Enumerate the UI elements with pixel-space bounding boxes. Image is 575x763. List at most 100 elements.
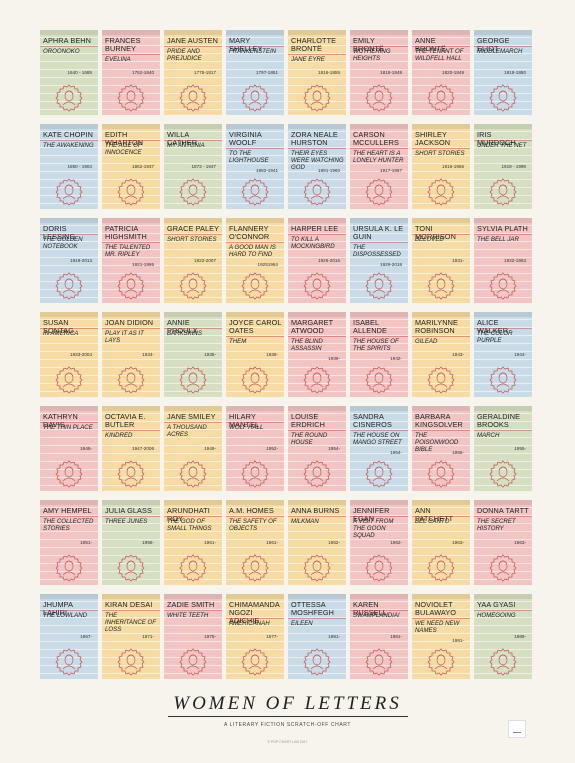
scratch-off-portrait-icon[interactable] [426, 648, 456, 676]
scratch-off-portrait-icon[interactable] [116, 366, 146, 394]
scratch-off-portrait-icon[interactable] [240, 460, 270, 488]
scratch-off-portrait-icon[interactable] [116, 178, 146, 206]
scratch-off-portrait-icon[interactable] [54, 178, 84, 206]
author-card[interactable]: APHRA BEHN OROONOKO 1640 - 1689 [40, 30, 98, 115]
author-card[interactable]: WILLA CATHER MY ÁNTONIA 1873 - 1947 [164, 124, 222, 209]
author-card[interactable]: KIRAN DESAI THE INHERITANCE OF LOSS 1971- [102, 594, 160, 679]
scratch-off-portrait-icon[interactable] [178, 460, 208, 488]
author-card[interactable]: JOAN DIDION PLAY IT AS IT LAYS 1934- [102, 312, 160, 397]
scratch-off-portrait-icon[interactable] [364, 648, 394, 676]
author-card[interactable]: EDITH WHARTON THE AGE OF INNOCENCE 1862-19… [102, 124, 160, 209]
scratch-off-portrait-icon[interactable] [116, 554, 146, 582]
author-card[interactable]: EMILY BRONTË WUTHERING HEIGHTS 1818-1848 [350, 30, 408, 115]
author-card[interactable]: CHARLOTTE BRONTË JANE EYRE 1816-1855 [288, 30, 346, 115]
scratch-off-portrait-icon[interactable] [302, 178, 332, 206]
scratch-off-portrait-icon[interactable] [426, 460, 456, 488]
author-card[interactable]: ANNIE PROULX BARKSKINS 1935- [164, 312, 222, 397]
author-card[interactable]: ARUNDHATI ROY THE GOD OF SMALL THINGS 1961… [164, 500, 222, 585]
scratch-off-portrait-icon[interactable] [240, 272, 270, 300]
author-card[interactable]: AMY HEMPEL THE COLLECTED STORIES 1951- [40, 500, 98, 585]
scratch-off-portrait-icon[interactable] [302, 648, 332, 676]
author-card[interactable]: FLANNERY O'CONNOR A GOOD MAN IS HARD TO F… [226, 218, 284, 303]
author-card[interactable]: ZORA NEALE HURSTON THEIR EYES WERE WATCHI… [288, 124, 346, 209]
author-card[interactable]: LOUISE ERDRICH THE ROUND HOUSE 1954- [288, 406, 346, 491]
scratch-off-portrait-icon[interactable] [364, 554, 394, 582]
author-card[interactable]: URSULA K. LE GUIN THE DISPOSSESSED 1929-20… [350, 218, 408, 303]
scratch-off-portrait-icon[interactable] [178, 272, 208, 300]
author-card[interactable]: ANNA BURNS MILKMAN 1962- [288, 500, 346, 585]
author-card[interactable]: HARPER LEE TO KILL A MOCKINGBIRD 1926-2016 [288, 218, 346, 303]
scratch-off-portrait-icon[interactable] [302, 460, 332, 488]
author-card[interactable]: PATRICIA HIGHSMITH THE TALENTED MR. RIPLE… [102, 218, 160, 303]
scratch-off-portrait-icon[interactable] [116, 460, 146, 488]
author-card[interactable]: SUSAN SONTAG IN AMERICA 1933-2004 [40, 312, 98, 397]
scratch-off-portrait-icon[interactable] [302, 366, 332, 394]
author-card[interactable]: FRANCES BURNEY EVELINA 1752-1840 [102, 30, 160, 115]
author-card[interactable]: KATE CHOPIN THE AWAKENING 1850 - 1904 [40, 124, 98, 209]
scratch-off-portrait-icon[interactable] [426, 84, 456, 112]
author-card[interactable]: GRACE PALEY SHORT STORIES 1922-2007 [164, 218, 222, 303]
author-card[interactable]: YAA GYASI HOMEGOING 1989- [474, 594, 532, 679]
scratch-off-portrait-icon[interactable] [426, 272, 456, 300]
author-card[interactable]: JHUMPA LAHIRI THE LOWLAND 1967- [40, 594, 98, 679]
author-card[interactable]: SANDRA CISNEROS THE HOUSE ON MANGO STREET… [350, 406, 408, 491]
scratch-off-portrait-icon[interactable] [302, 554, 332, 582]
author-card[interactable]: CARSON McCULLERS THE HEART IS A LONELY HU… [350, 124, 408, 209]
scratch-off-portrait-icon[interactable] [178, 554, 208, 582]
scratch-off-portrait-icon[interactable] [240, 648, 270, 676]
author-card[interactable]: GEORGE ELIOT MIDDLEMARCH 1819-1880 [474, 30, 532, 115]
scratch-off-portrait-icon[interactable] [426, 178, 456, 206]
author-card[interactable]: MARGARET ATWOOD THE BLIND ASSASSIN 1939- [288, 312, 346, 397]
scratch-off-portrait-icon[interactable] [488, 460, 518, 488]
author-card[interactable]: SHIRLEY JACKSON SHORT STORIES 1916-1965 [412, 124, 470, 209]
scratch-off-portrait-icon[interactable] [116, 648, 146, 676]
author-card[interactable]: JANE SMILEY A THOUSAND ACRES 1949- [164, 406, 222, 491]
author-card[interactable]: DORIS LESSING THE GOLDEN NOTEBOOK 1919-201… [40, 218, 98, 303]
scratch-off-portrait-icon[interactable] [488, 84, 518, 112]
scratch-off-portrait-icon[interactable] [54, 272, 84, 300]
scratch-off-portrait-icon[interactable] [178, 178, 208, 206]
author-card[interactable]: HILARY MANTEL WOLF HALL 1952- [226, 406, 284, 491]
scratch-off-portrait-icon[interactable] [364, 366, 394, 394]
author-card[interactable]: ISABEL ALLENDE THE HOUSE OF THE SPIRITS 19… [350, 312, 408, 397]
author-card[interactable]: CHIMAMANDA NGOZI ADICHIE AMERICANAH 1977- [226, 594, 284, 679]
author-card[interactable]: MARY SHELLEY FRANKENSTEIN 1797-1851 [226, 30, 284, 115]
scratch-off-portrait-icon[interactable] [116, 84, 146, 112]
scratch-off-portrait-icon[interactable] [364, 272, 394, 300]
scratch-off-portrait-icon[interactable] [488, 648, 518, 676]
scratch-off-portrait-icon[interactable] [240, 554, 270, 582]
author-card[interactable]: BARBARA KINGSOLVER THE POISONWOOD BIBLE 19… [412, 406, 470, 491]
author-card[interactable]: TONI MORRISON BELOVED 1931- [412, 218, 470, 303]
scratch-off-portrait-icon[interactable] [178, 84, 208, 112]
author-card[interactable]: ANN PATCHETT BEL CANTO 1963- [412, 500, 470, 585]
author-card[interactable]: DONNA TARTT THE SECRET HISTORY 1963- [474, 500, 532, 585]
author-card[interactable]: VIRGINIA WOOLF TO THE LIGHTHOUSE 1882-1941 [226, 124, 284, 209]
scratch-off-portrait-icon[interactable] [364, 460, 394, 488]
author-card[interactable]: SYLVIA PLATH THE BELL JAR 1932-1963 [474, 218, 532, 303]
scratch-off-portrait-icon[interactable] [302, 272, 332, 300]
scratch-off-portrait-icon[interactable] [488, 554, 518, 582]
author-card[interactable]: GERALDINE BROOKS MARCH 1955- [474, 406, 532, 491]
author-card[interactable]: JANE AUSTEN PRIDE AND PREJUDICE 1775-1817 [164, 30, 222, 115]
scratch-off-portrait-icon[interactable] [116, 272, 146, 300]
author-card[interactable]: MARILYNNE ROBINSON GILEAD 1943- [412, 312, 470, 397]
scratch-off-portrait-icon[interactable] [178, 366, 208, 394]
author-card[interactable]: JENNIFER EGAN A VISIT FROM THE GOON SQUAD… [350, 500, 408, 585]
author-card[interactable]: OTTESSA MOSHFEGH EILEEN 1981- [288, 594, 346, 679]
author-card[interactable]: JULIA GLASS THREE JUNES 1956- [102, 500, 160, 585]
author-card[interactable]: NOVIOLET BULAWAYO WE NEED NEW NAMES 1981- [412, 594, 470, 679]
scratch-off-portrait-icon[interactable] [54, 366, 84, 394]
scratch-off-portrait-icon[interactable] [426, 366, 456, 394]
author-card[interactable]: IRIS MURDOCH UNDER THE NET 1919 - 1999 [474, 124, 532, 209]
author-card[interactable]: ALICE WALKER THE COLOR PURPLE 1944- [474, 312, 532, 397]
author-card[interactable]: ZADIE SMITH WHITE TEETH 1975- [164, 594, 222, 679]
scratch-off-portrait-icon[interactable] [488, 366, 518, 394]
scratch-off-portrait-icon[interactable] [364, 84, 394, 112]
scratch-off-portrait-icon[interactable] [54, 460, 84, 488]
scratch-off-portrait-icon[interactable] [488, 178, 518, 206]
author-card[interactable]: KATHRYN DAVIS THE THIN PLACE 1946- [40, 406, 98, 491]
author-card[interactable]: ANNE BRONTË THE TENANT OF WILDFELL HALL 18… [412, 30, 470, 115]
scratch-off-portrait-icon[interactable] [240, 366, 270, 394]
scratch-off-portrait-icon[interactable] [426, 554, 456, 582]
scratch-off-portrait-icon[interactable] [240, 178, 270, 206]
